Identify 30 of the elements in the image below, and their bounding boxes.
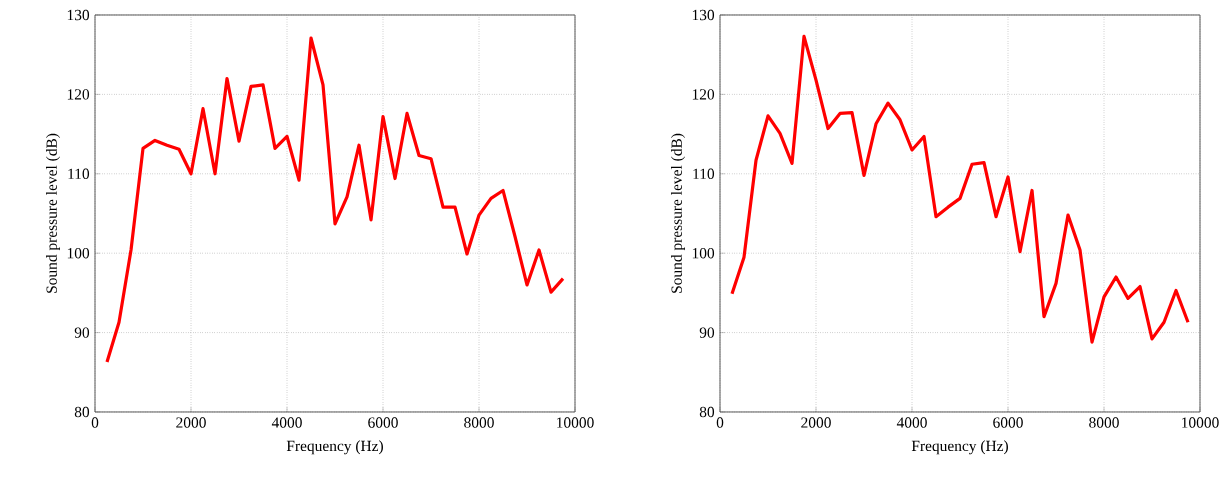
y-tick-label: 80	[699, 406, 715, 418]
x-tick-label: 6000	[993, 417, 1023, 428]
x-tick-label: 0	[91, 417, 99, 428]
y-tick-label: 90	[699, 327, 715, 338]
x-tick-label: 0	[716, 417, 724, 428]
y-tick-label: 90	[74, 327, 90, 338]
x-tick-label: 6000	[368, 417, 398, 428]
y-tick-label: 100	[692, 247, 715, 259]
x-axis-title: Frequency (Hz)	[911, 440, 1008, 455]
y-axis-title: Sound pressure level (dB)	[46, 133, 60, 293]
x-tick-label: 8000	[1089, 417, 1119, 428]
x-axis-title: Frequency (Hz)	[286, 440, 383, 455]
y-tick-label: 80	[74, 406, 90, 418]
y-axis-title: Sound pressure level (dB)	[671, 133, 685, 293]
line-series	[730, 34, 1190, 344]
x-tick-label: 10000	[1182, 417, 1219, 428]
y-tick-label: 120	[692, 89, 715, 100]
y-tick-label: 120	[67, 89, 90, 100]
x-tick-label: 2000	[801, 417, 831, 428]
x-tick-label: 4000	[271, 417, 302, 428]
y-tick-label: 130	[67, 9, 90, 21]
y-tick-label: 100	[67, 247, 90, 259]
y-tick-label: 130	[692, 9, 715, 21]
x-tick-label: 4000	[896, 417, 927, 428]
y-tick-label: 110	[68, 168, 90, 179]
x-tick-label: 2000	[176, 417, 206, 428]
x-tick-label: 8000	[464, 417, 494, 428]
y-tick-label: 110	[693, 168, 715, 179]
x-tick-label: 10000	[557, 417, 594, 428]
line-series	[105, 36, 565, 364]
